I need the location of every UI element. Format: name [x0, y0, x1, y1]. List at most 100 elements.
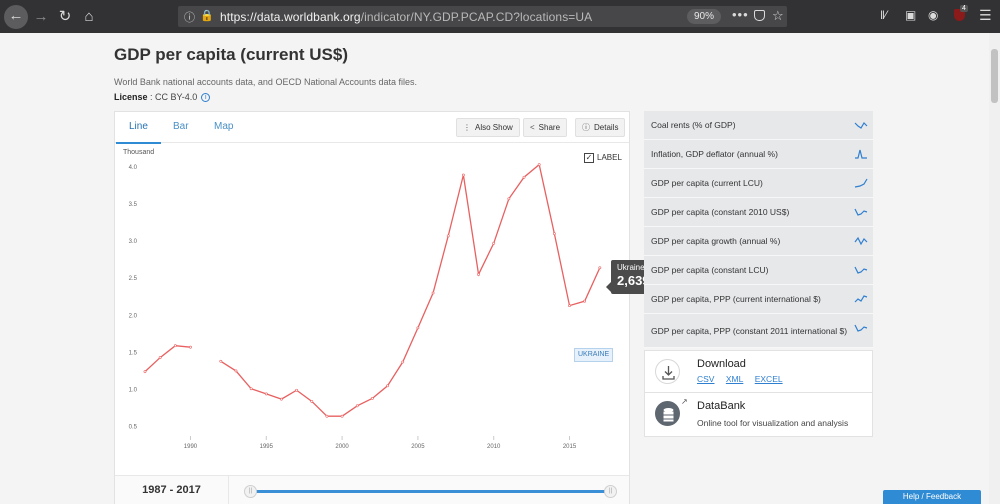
x-tick-label: 2015	[563, 444, 577, 450]
data-point	[355, 404, 359, 408]
checkbox-checked-icon[interactable]: ✓	[584, 153, 594, 163]
y-axis-unit-label: Thousand	[123, 149, 154, 156]
tab-bar[interactable]: Bar	[173, 121, 189, 132]
address-bar[interactable]: ⓘ 🔒 https://data.worldbank.org/indicator…	[178, 6, 787, 27]
x-tick-label: 2010	[487, 444, 501, 450]
scrollbar[interactable]	[989, 33, 1000, 504]
data-point	[173, 344, 177, 348]
data-point	[537, 163, 541, 167]
related-indicator-item[interactable]: Coal rents (% of GDP)	[644, 111, 873, 140]
data-point	[234, 369, 238, 373]
ublock-icon[interactable]	[954, 9, 965, 21]
related-indicators: Coal rents (% of GDP) Inflation, GDP def…	[644, 111, 873, 348]
data-point	[386, 384, 389, 388]
data-point	[310, 399, 314, 403]
range-end-handle[interactable]: ||	[604, 485, 617, 498]
sidebar-icon[interactable]: ▣	[905, 8, 917, 22]
chart-tabs: Line Bar Map ⋮ Also Show < Share ⓘ Details	[115, 112, 629, 144]
databank-card[interactable]: ↗ DataBank Online tool for visualization…	[644, 392, 873, 437]
pocket-icon[interactable]	[754, 10, 765, 21]
tab-line[interactable]: Line	[116, 121, 161, 144]
related-indicator-item[interactable]: GDP per capita (constant 2010 US$)	[644, 198, 873, 227]
library-icon[interactable]: ‖⁄	[880, 8, 887, 22]
y-tick-label: 0.5	[129, 425, 138, 431]
data-point	[295, 388, 299, 392]
details-button[interactable]: ⓘ Details	[575, 118, 626, 137]
url-text[interactable]: https://data.worldbank.org/indicator/NY.…	[220, 10, 593, 24]
series-line-segment	[144, 345, 191, 373]
kebab-icon: ⋮	[463, 123, 471, 132]
related-indicator-item[interactable]: GDP per capita (current LCU)	[644, 169, 873, 198]
year-range-slider[interactable]	[251, 490, 611, 493]
data-point	[264, 392, 268, 396]
data-point	[158, 356, 162, 359]
data-point	[583, 299, 587, 303]
help-feedback-button[interactable]: Help / Feedback	[883, 490, 981, 504]
data-point	[325, 414, 329, 418]
data-point	[598, 266, 602, 270]
download-excel-link[interactable]: EXCEL	[754, 374, 783, 384]
sparkline-icon	[854, 178, 868, 188]
related-indicator-item[interactable]: GDP per capita (constant LCU)	[644, 256, 873, 285]
share-button[interactable]: < Share	[523, 118, 568, 137]
related-indicator-item[interactable]: Inflation, GDP deflator (annual %)	[644, 140, 873, 169]
page-content: GDP per capita (current US$) World Bank …	[0, 33, 989, 504]
label-toggle[interactable]: ✓ LABEL	[584, 153, 622, 163]
bookmark-star-icon[interactable]: ☆	[772, 8, 784, 23]
info-icon[interactable]: ⓘ	[184, 12, 195, 24]
zoom-level-badge[interactable]: 90%	[687, 9, 721, 24]
home-icon[interactable]: ⌂	[84, 8, 94, 25]
lock-warning-icon[interactable]: 🔒	[200, 10, 214, 22]
also-show-button[interactable]: ⋮ Also Show	[456, 118, 520, 137]
help-label: Help / Feedback	[902, 492, 962, 501]
scrollbar-thumb[interactable]	[991, 49, 998, 103]
tab-map[interactable]: Map	[214, 121, 234, 132]
data-source: World Bank national accounts data, and O…	[114, 77, 418, 87]
related-indicator-item[interactable]: GDP per capita, PPP (constant 2011 inter…	[644, 314, 873, 348]
sparkline-icon	[855, 149, 867, 159]
data-point	[249, 387, 253, 391]
back-arrow-icon[interactable]: ←	[4, 5, 28, 29]
y-tick-label: 3.0	[129, 239, 138, 245]
ublock-badge: 4	[960, 5, 968, 12]
data-point	[568, 304, 571, 308]
related-indicator-item[interactable]: GDP per capita growth (annual %)	[644, 227, 873, 256]
page-actions-icon[interactable]: •••	[732, 7, 749, 22]
series-line-segment	[220, 163, 601, 417]
tooltip-label: Ukraine (2017)	[617, 263, 670, 272]
series-label: UKRAINE	[574, 348, 614, 362]
license: License : CC BY-4.0 i	[114, 92, 211, 103]
data-point	[219, 359, 223, 363]
download-xml-link[interactable]: XML	[725, 374, 744, 384]
y-tick-label: 3.5	[129, 202, 138, 208]
forward-arrow-icon[interactable]: →	[33, 8, 49, 25]
data-point	[189, 345, 192, 349]
reload-icon[interactable]: ↻	[58, 8, 72, 25]
chart-panel: Line Bar Map ⋮ Also Show < Share ⓘ Details …	[114, 111, 677, 504]
y-tick-label: 4.0	[129, 165, 138, 171]
sparkline-icon	[854, 208, 868, 216]
range-start-handle[interactable]: ||	[244, 485, 257, 498]
page-title: GDP per capita (current US$)	[114, 45, 348, 64]
data-point	[522, 175, 526, 179]
hamburger-menu-icon[interactable]: ☰	[979, 7, 992, 23]
data-point	[280, 397, 283, 401]
related-indicator-item[interactable]: GDP per capita, PPP (current internation…	[644, 285, 873, 314]
x-tick-label: 1995	[260, 444, 274, 450]
download-icon	[655, 359, 680, 384]
line-chart[interactable]: Thousand 0.5 1.0 1.5 2.0 2.5 3.0 3.5 4.0 1990 1995…	[115, 144, 629, 474]
download-csv-link[interactable]: CSV	[697, 374, 715, 384]
license-info-icon[interactable]: i	[201, 93, 211, 103]
x-tick-label: 2000	[335, 444, 349, 450]
data-point	[340, 414, 344, 418]
download-links: CSV XML EXCEL	[697, 374, 792, 384]
extension-icon[interactable]: ◉	[928, 8, 939, 22]
data-point	[492, 241, 496, 245]
year-range: 1987 - 2017 || ||	[115, 475, 629, 504]
year-range-label: 1987 - 2017	[115, 476, 229, 504]
databank-title: DataBank	[697, 400, 746, 412]
info-circle-icon: ⓘ	[582, 123, 590, 132]
share-icon: <	[530, 123, 535, 132]
sparkline-icon	[854, 122, 868, 129]
data-point	[431, 291, 435, 295]
